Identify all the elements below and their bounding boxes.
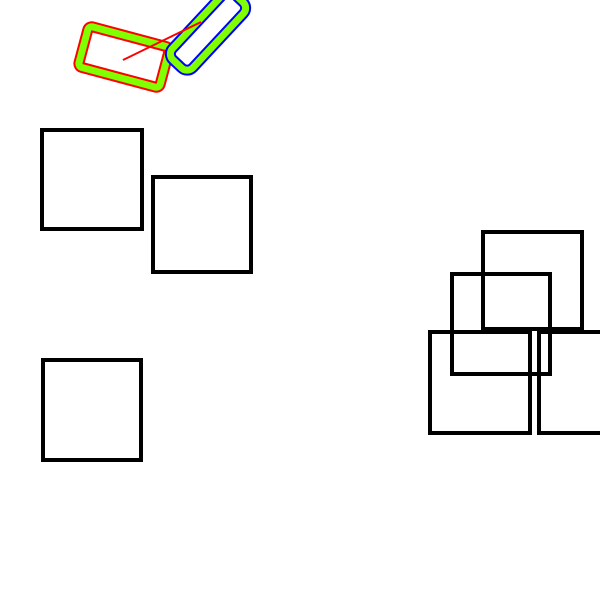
- square-3: [41, 358, 143, 462]
- top-left-rounded-shapes: [73, 0, 252, 93]
- square-6: [428, 330, 532, 435]
- square-5: [450, 272, 552, 376]
- square-2: [151, 175, 253, 274]
- blue-green-rounded-rectangle-inner: [166, 0, 250, 74]
- square-1: [40, 128, 144, 231]
- red-diagonal-line: [122, 21, 202, 61]
- square-7: [537, 330, 600, 435]
- red-green-rounded-rectangle-inner: [75, 23, 173, 91]
- black-squares: [40, 128, 600, 462]
- square-4: [481, 230, 584, 331]
